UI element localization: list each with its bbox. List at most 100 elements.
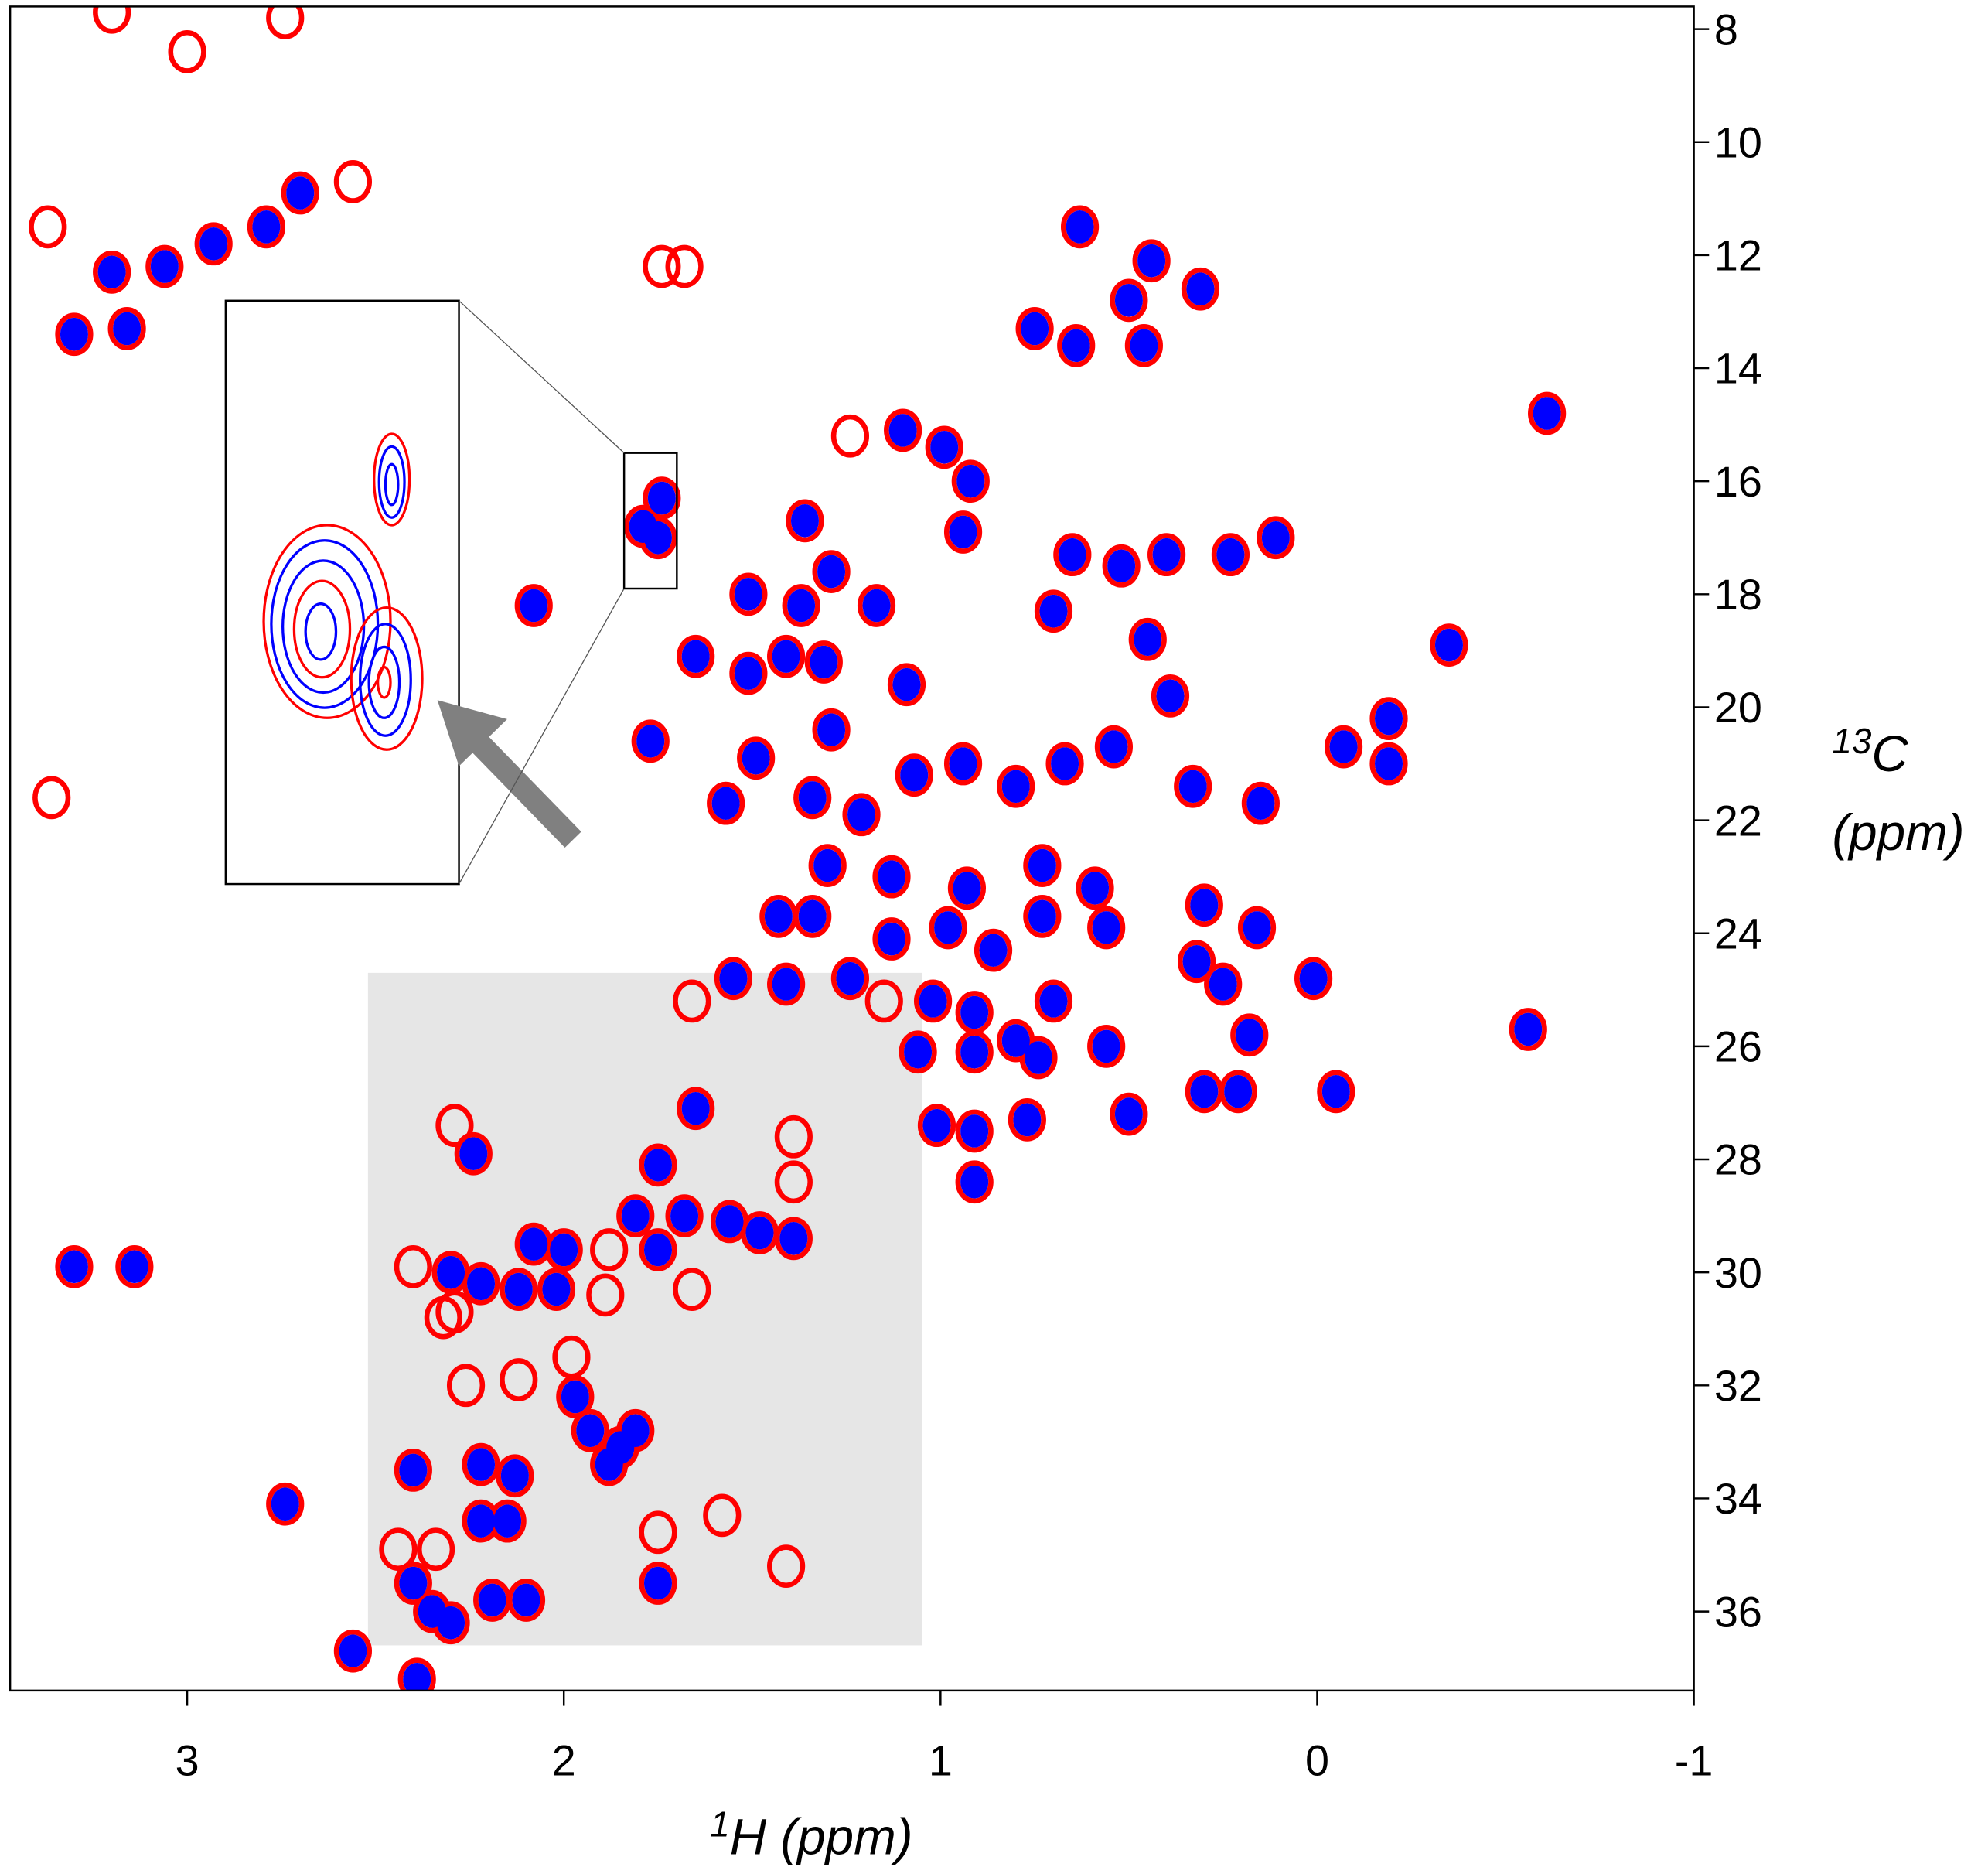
peak	[779, 1222, 808, 1255]
peak	[774, 1160, 813, 1204]
inset-contour	[292, 579, 352, 679]
peak	[271, 1487, 299, 1521]
peak	[707, 781, 745, 825]
peak	[1134, 623, 1162, 657]
peak	[1092, 1029, 1120, 1063]
peak	[266, 6, 305, 39]
peak	[339, 1634, 367, 1668]
peak	[55, 1244, 94, 1288]
peak	[168, 29, 206, 73]
peak	[435, 1104, 474, 1148]
peak	[1211, 533, 1250, 577]
peak	[252, 210, 281, 244]
arrow	[437, 700, 581, 848]
x-axis-label: 1H (ppm)	[710, 1804, 912, 1865]
peak	[1147, 533, 1186, 577]
peak	[1058, 538, 1086, 572]
peak	[394, 1449, 432, 1492]
y-tick-label: 20	[1714, 684, 1762, 732]
inset-contour	[384, 462, 400, 507]
peak	[812, 550, 851, 593]
peak	[949, 747, 977, 780]
peak	[830, 957, 870, 1001]
peak	[904, 1035, 933, 1069]
peak	[729, 572, 768, 616]
peak	[247, 205, 285, 249]
peak	[93, 250, 131, 294]
peak	[1107, 549, 1136, 583]
peak	[643, 1149, 673, 1182]
peak	[1528, 391, 1567, 435]
peak	[266, 1482, 305, 1526]
peak	[544, 1228, 583, 1271]
peak	[934, 911, 963, 944]
peak	[772, 968, 800, 1001]
peak	[1186, 272, 1215, 306]
peak	[1321, 1075, 1350, 1108]
peak	[379, 1527, 418, 1572]
peak	[1317, 1070, 1355, 1114]
peak	[1216, 538, 1245, 572]
peak	[767, 634, 806, 678]
peak	[1235, 1018, 1263, 1052]
peak	[621, 1199, 650, 1233]
peak	[719, 961, 748, 995]
peak	[729, 651, 768, 695]
peak	[955, 1030, 994, 1074]
peak	[1156, 679, 1185, 713]
y-axis-label: 13C	[1832, 721, 1908, 782]
peak	[643, 476, 681, 520]
y-tick-label: 26	[1714, 1023, 1762, 1071]
zoom-box	[622, 452, 678, 590]
peak	[1102, 544, 1141, 588]
peak	[737, 736, 776, 780]
peak	[772, 640, 800, 674]
arrow-head	[437, 700, 507, 766]
peak	[817, 713, 846, 747]
peak	[616, 1194, 655, 1237]
peak	[1114, 284, 1143, 317]
peak	[665, 1194, 704, 1237]
peak	[670, 1199, 699, 1233]
peak	[793, 776, 832, 820]
peak	[399, 1453, 428, 1487]
peak	[462, 1442, 500, 1486]
peak	[1028, 848, 1056, 882]
peak	[586, 1273, 625, 1317]
peak	[919, 985, 947, 1018]
inset-contour	[377, 445, 406, 519]
peak	[394, 1562, 432, 1605]
y-tick-label: 18	[1714, 571, 1762, 619]
peak	[1151, 674, 1190, 718]
peak	[1066, 210, 1094, 244]
y-tick-label: 16	[1714, 458, 1762, 506]
y-axis-label-unit: (ppm)	[1832, 804, 1964, 861]
peak	[767, 1544, 806, 1589]
peak	[590, 1228, 629, 1271]
peak	[960, 1165, 989, 1199]
peak	[745, 1216, 774, 1250]
x-tick-label: 3	[176, 1737, 199, 1785]
peak	[97, 255, 126, 289]
y-tick-label: 34	[1714, 1475, 1762, 1523]
peak	[742, 741, 770, 775]
peak	[466, 1504, 496, 1538]
peak	[793, 894, 832, 938]
peak	[798, 781, 827, 814]
inset-contour	[359, 623, 412, 737]
peak	[550, 1233, 578, 1267]
peak	[333, 160, 373, 203]
peak	[512, 1583, 540, 1617]
y-tick-label: 24	[1714, 910, 1762, 957]
peak	[1152, 538, 1181, 572]
peak	[836, 961, 864, 995]
peak	[643, 521, 673, 555]
peak	[862, 589, 891, 623]
peak	[595, 1448, 623, 1481]
peak	[478, 1583, 506, 1617]
peak	[900, 758, 929, 792]
peak	[804, 640, 843, 684]
peak	[1230, 1013, 1269, 1057]
peak	[1039, 985, 1068, 1018]
peak	[917, 1104, 956, 1148]
